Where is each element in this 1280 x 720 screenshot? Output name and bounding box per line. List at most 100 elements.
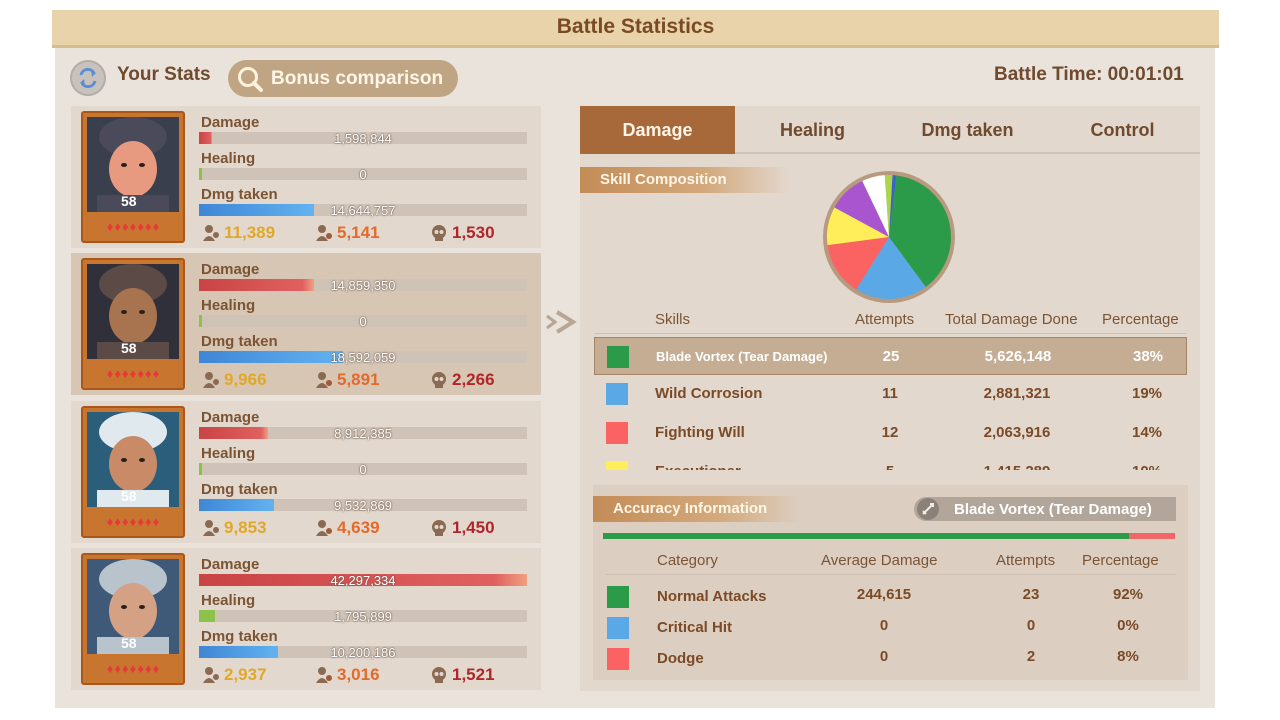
wounded-stat: 3,016	[314, 665, 380, 685]
death-stat: 1,530	[429, 223, 495, 243]
star-icon: ♦	[137, 514, 144, 529]
expand-arrow-icon[interactable]	[545, 308, 577, 341]
dmg-taken-bar-fill	[199, 351, 344, 363]
skill-composition-header: Skill Composition	[580, 167, 790, 193]
tab-healing[interactable]: Healing	[779, 119, 845, 140]
star-icon: ♦	[114, 219, 122, 234]
damage-label: Damage	[201, 556, 260, 573]
wounded-stat: 4,639	[314, 518, 380, 538]
accuracy-bar-miss	[1129, 533, 1175, 539]
death-value: 1,450	[452, 518, 495, 537]
tab-dmg-taken[interactable]: Dmg taken	[921, 119, 1014, 140]
skill-total-damage: 5,626,148	[984, 348, 1052, 365]
acc-header-divider	[606, 574, 1176, 575]
star-icon: ♦	[144, 366, 152, 381]
accuracy-skill-selector[interactable]: Blade Vortex (Tear Damage)	[914, 497, 1176, 521]
hero-portrait[interactable]: 58 ♦ ♦ ♦ ♦ ♦ ♦ ♦	[81, 553, 185, 685]
hero-star-rating: ♦ ♦ ♦ ♦ ♦ ♦ ♦	[85, 512, 181, 532]
hero-avatar	[87, 117, 179, 212]
wounded-value: 5,141	[337, 223, 380, 242]
stat-tabs: Damage Healing Dmg taken Control	[580, 106, 1200, 154]
troop-icon	[203, 520, 219, 536]
skill-color-swatch	[606, 422, 628, 444]
kill-value: 9,966	[224, 370, 267, 389]
healing-bar-fill	[199, 168, 203, 180]
category-average: 0	[879, 617, 889, 634]
title-bar: Battle Statistics	[52, 10, 1219, 48]
swap-view-button[interactable]	[70, 60, 106, 96]
troop-icon	[203, 372, 219, 388]
hero-row[interactable]: 58 ♦ ♦ ♦ ♦ ♦ ♦ ♦ Damage 8,912,385 Healing 0 Dm…	[71, 401, 541, 543]
hero-portrait[interactable]: 58 ♦ ♦ ♦ ♦ ♦ ♦ ♦	[81, 111, 185, 243]
star-icon: ♦	[137, 366, 144, 381]
hero-level: 58	[121, 488, 137, 504]
category-percentage: 92%	[1112, 586, 1144, 603]
acc-col-attempts: Attempts	[996, 552, 1056, 569]
star-icon: ♦	[137, 219, 144, 234]
hero-row[interactable]: 58 ♦ ♦ ♦ ♦ ♦ ♦ ♦ Damage 1,598,844 Healing 0 Dm…	[71, 106, 541, 248]
damage-bar-fill	[199, 427, 268, 439]
pie-slice	[889, 175, 897, 237]
category-average: 244,615	[856, 586, 912, 603]
star-icon: ♦	[129, 514, 137, 529]
skill-row[interactable]: Blade Vortex (Tear Damage) 25 5,626,148 …	[594, 337, 1187, 375]
star-icon: ♦	[106, 366, 114, 381]
star-icon: ♦	[122, 514, 129, 529]
hero-row[interactable]: 58 ♦ ♦ ♦ ♦ ♦ ♦ ♦ Damage 14,859,350 Healing 0 D…	[71, 253, 541, 395]
category-color-swatch	[607, 648, 629, 670]
skill-color-swatch	[606, 383, 628, 405]
acc-col-percentage: Percentage	[1082, 552, 1159, 569]
skill-total-damage: 2,063,916	[983, 424, 1051, 441]
healing-label: Healing	[201, 445, 256, 462]
skill-row[interactable]: Wild Corrosion 11 2,881,321 19%	[594, 375, 1187, 413]
skill-name: Fighting Will	[655, 424, 745, 441]
dmg-taken-label: Dmg taken	[201, 333, 278, 350]
damage-bar	[199, 427, 527, 439]
kill-value: 2,937	[224, 665, 267, 684]
skull-icon	[432, 372, 446, 388]
death-stat: 1,450	[429, 518, 495, 538]
hero-avatar	[87, 264, 179, 359]
star-icon: ♦	[129, 661, 137, 676]
pie-slice	[834, 181, 889, 237]
healing-bar	[199, 315, 527, 327]
damage-value: 8,912,385	[334, 426, 392, 441]
death-stat: 2,266	[429, 370, 495, 390]
skill-attempts: 12	[881, 424, 899, 441]
hero-level: 58	[121, 193, 137, 209]
star-icon: ♦	[122, 366, 129, 381]
col-percentage: Percentage	[1102, 311, 1179, 328]
healing-bar	[199, 463, 527, 475]
star-icon: ♦	[144, 219, 152, 234]
damage-label: Damage	[201, 409, 260, 426]
category-attempts: 2	[1026, 648, 1036, 665]
dmg-taken-label: Dmg taken	[201, 628, 278, 645]
wounded-icon	[316, 372, 332, 388]
acc-col-category: Category	[657, 552, 718, 569]
pie-slice	[884, 175, 893, 237]
damage-value: 1,598,844	[334, 131, 392, 146]
healing-bar	[199, 610, 527, 622]
star-icon: ♦	[144, 514, 152, 529]
dmg-taken-bar	[199, 351, 527, 363]
hero-portrait[interactable]: 58 ♦ ♦ ♦ ♦ ♦ ♦ ♦	[81, 406, 185, 538]
swap-icon	[79, 67, 97, 89]
bonus-comparison-button[interactable]: Bonus comparison	[228, 60, 458, 97]
hero-star-rating: ♦ ♦ ♦ ♦ ♦ ♦ ♦	[85, 217, 181, 237]
star-icon: ♦	[106, 661, 114, 676]
star-icon: ♦	[122, 661, 129, 676]
window-title: Battle Statistics	[556, 15, 715, 38]
pie-slice	[856, 237, 926, 299]
tab-damage[interactable]: Damage	[580, 106, 735, 154]
hero-row[interactable]: 58 ♦ ♦ ♦ ♦ ♦ ♦ ♦ Damage 42,297,334 Healing 1,7…	[71, 548, 541, 690]
category-name: Critical Hit	[657, 619, 733, 636]
healing-bar-fill	[199, 463, 203, 475]
skill-row[interactable]: Fighting Will 12 2,063,916 14%	[594, 414, 1187, 452]
dmg-taken-label: Dmg taken	[201, 481, 278, 498]
hero-portrait[interactable]: 58 ♦ ♦ ♦ ♦ ♦ ♦ ♦	[81, 258, 185, 390]
tab-control[interactable]: Control	[1090, 119, 1155, 140]
damage-bar-fill	[199, 132, 213, 144]
accuracy-header: Accuracy Information	[593, 496, 803, 522]
category-percentage: 8%	[1117, 648, 1139, 665]
star-icon: ♦	[129, 219, 137, 234]
